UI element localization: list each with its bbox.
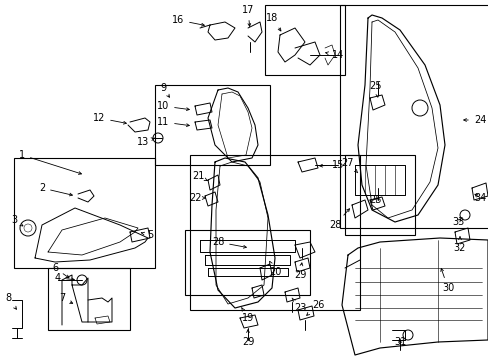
Text: 12: 12 xyxy=(93,113,126,124)
Text: 25: 25 xyxy=(369,81,382,97)
Text: 19: 19 xyxy=(241,308,254,323)
Text: 3: 3 xyxy=(11,215,23,226)
Bar xyxy=(264,5,345,75)
Bar xyxy=(190,155,359,310)
Text: 5: 5 xyxy=(141,230,153,240)
Text: 6: 6 xyxy=(52,263,69,278)
Text: 18: 18 xyxy=(265,13,280,31)
Text: 22: 22 xyxy=(189,193,205,203)
Text: 4: 4 xyxy=(55,273,74,283)
Text: 13: 13 xyxy=(137,137,154,147)
Text: 30: 30 xyxy=(440,269,453,293)
Text: 2: 2 xyxy=(39,183,72,196)
Text: 8: 8 xyxy=(5,293,17,309)
Text: 32: 32 xyxy=(453,237,465,253)
Text: 16: 16 xyxy=(171,15,204,26)
Text: 11: 11 xyxy=(157,117,189,127)
Text: 34: 34 xyxy=(473,193,485,203)
Text: 33: 33 xyxy=(451,217,463,227)
Bar xyxy=(14,158,155,268)
Text: 15: 15 xyxy=(319,160,344,170)
Text: 23: 23 xyxy=(291,298,305,313)
Text: 28: 28 xyxy=(211,237,246,248)
Text: 10: 10 xyxy=(157,101,189,111)
Text: 26: 26 xyxy=(306,300,324,315)
Bar xyxy=(339,5,488,228)
Bar xyxy=(184,230,309,295)
Text: 1: 1 xyxy=(19,150,81,174)
Text: 20: 20 xyxy=(268,261,281,277)
Text: 21: 21 xyxy=(191,171,207,181)
Text: 14: 14 xyxy=(325,50,344,60)
Text: 25: 25 xyxy=(369,195,382,205)
Text: 9: 9 xyxy=(160,83,169,97)
Text: 31: 31 xyxy=(393,337,406,347)
Text: 29: 29 xyxy=(293,263,305,280)
Text: 28: 28 xyxy=(328,209,349,230)
Text: 24: 24 xyxy=(463,115,485,125)
Text: 29: 29 xyxy=(242,330,254,347)
Text: 17: 17 xyxy=(242,5,254,26)
Bar xyxy=(345,155,414,235)
Text: 27: 27 xyxy=(341,158,357,173)
Bar xyxy=(48,268,130,330)
Bar xyxy=(155,85,269,165)
Text: 7: 7 xyxy=(59,293,73,303)
